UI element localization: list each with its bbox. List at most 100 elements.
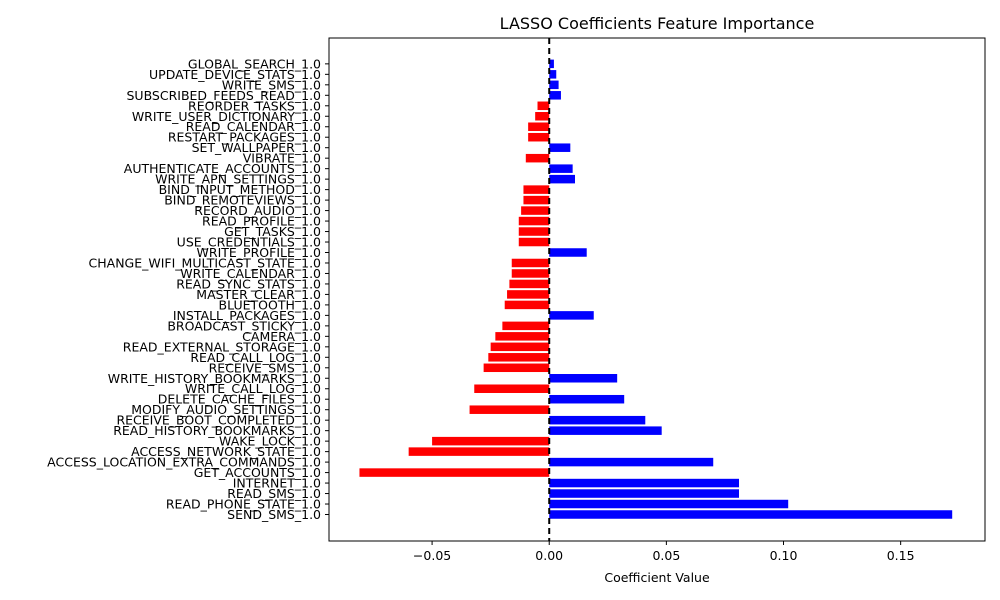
y-tick-label: DELETE_CACHE_FILES_1.0 bbox=[158, 392, 321, 407]
bar-global-search-1.0 bbox=[549, 59, 554, 69]
bar-broadcast-sticky-1.0 bbox=[502, 321, 550, 331]
bar-write-profile-1.0 bbox=[549, 248, 587, 257]
y-tick-label: READ_PHONE_STATE_1.0 bbox=[166, 497, 321, 512]
y-tick-label: VIBRATE_1.0 bbox=[243, 151, 321, 166]
y-tick-label: ACCESS_NETWORK_STATE_1.0 bbox=[131, 444, 321, 459]
bar-authenticate-accounts-1.0 bbox=[549, 164, 573, 173]
y-tick-labels: SEND_SMS_1.0READ_PHONE_STATE_1.0READ_SMS… bbox=[47, 56, 329, 522]
y-tick-label: BIND_REMOTEVIEWS_1.0 bbox=[164, 193, 321, 208]
bar-read-sync-stats-1.0 bbox=[509, 279, 550, 289]
bar-install-packages-1.0 bbox=[549, 311, 594, 320]
x-tick-label: 0.15 bbox=[887, 548, 915, 563]
y-tick-label: REORDER_TASKS_1.0 bbox=[188, 98, 321, 113]
y-tick-label: RECEIVE_BOOT_COMPLETED_1.0 bbox=[116, 413, 321, 428]
y-tick-label: MASTER_CLEAR_1.0 bbox=[196, 287, 321, 302]
y-tick-label: AUTHENTICATE_ACCOUNTS_1.0 bbox=[124, 161, 321, 176]
y-tick-label: WAKE_LOCK_1.0 bbox=[219, 434, 321, 449]
bar-camera-1.0 bbox=[495, 332, 550, 341]
y-tick-label: BROADCAST_STICKY_1.0 bbox=[167, 318, 321, 333]
bar-bind-remoteviews-1.0 bbox=[523, 195, 550, 205]
bar-access-network-state-1.0 bbox=[408, 447, 550, 456]
y-tick-label: ACCESS_LOCATION_EXTRA_COMMANDS_1.0 bbox=[47, 455, 321, 470]
y-tick-label: WRITE_APN_SETTINGS_1.0 bbox=[155, 172, 321, 187]
x-tick-label: −0.05 bbox=[413, 548, 451, 563]
y-tick-label: WRITE_USER_DICTIONARY_1.0 bbox=[132, 109, 321, 124]
y-tick-label: READ_SYNC_STATS_1.0 bbox=[176, 276, 321, 291]
bar-record-audio-1.0 bbox=[521, 206, 550, 215]
y-tick-label: INSTALL_PACKAGES_1.0 bbox=[173, 308, 321, 323]
bar-delete-cache-files-1.0 bbox=[549, 394, 625, 404]
bar-subscribed-feeds-read-1.0 bbox=[549, 91, 561, 100]
bar-vibrate-1.0 bbox=[525, 153, 550, 163]
y-tick-label: READ_HISTORY_BOOKMARKS_1.0 bbox=[113, 423, 321, 438]
bar-write-calendar-1.0 bbox=[511, 269, 550, 278]
x-tick-label: 0.00 bbox=[535, 548, 563, 563]
y-tick-label: USE_CREDENTIALS_1.0 bbox=[177, 235, 321, 250]
bar-internet-1.0 bbox=[549, 478, 739, 488]
x-tick-label: 0.10 bbox=[770, 548, 798, 563]
y-tick-label: SEND_SMS_1.0 bbox=[227, 507, 321, 522]
y-tick-label: BLUETOOTH_1.0 bbox=[219, 297, 321, 312]
bar-restart-packages-1.0 bbox=[528, 132, 550, 142]
y-tick-label: WRITE_HISTORY_BOOKMARKS_1.0 bbox=[108, 371, 321, 386]
bar-receive-sms-1.0 bbox=[483, 363, 550, 373]
y-tick-label: CAMERA_1.0 bbox=[242, 329, 321, 344]
y-tick-label: SUBSCRIBED_FEEDS_READ_1.0 bbox=[126, 88, 321, 103]
bar-access-location-extra-commands-1.0 bbox=[549, 457, 714, 467]
bar-read-phone-state-1.0 bbox=[549, 499, 789, 509]
y-tick-label: GET_ACCOUNTS_1.0 bbox=[194, 465, 321, 480]
y-tick-label: WRITE_CALENDAR_1.0 bbox=[180, 266, 321, 281]
x-axis-label: Coefficient Value bbox=[604, 570, 710, 585]
bar-write-call-log-1.0 bbox=[474, 384, 550, 393]
bar-get-accounts-1.0 bbox=[359, 468, 550, 477]
bar-write-sms-1.0 bbox=[549, 80, 559, 90]
bar-write-history-bookmarks-1.0 bbox=[549, 374, 618, 383]
y-tick-label: READ_CALENDAR_1.0 bbox=[186, 119, 321, 134]
y-tick-label: RESTART_PACKAGES_1.0 bbox=[168, 130, 321, 145]
y-tick-label: GET_TASKS_1.0 bbox=[224, 224, 321, 239]
y-tick-label: GLOBAL_SEARCH_1.0 bbox=[188, 56, 321, 71]
bar-send-sms-1.0 bbox=[549, 510, 953, 519]
y-tick-label: WRITE_CALL_LOG_1.0 bbox=[185, 381, 321, 396]
bar-read-sms-1.0 bbox=[549, 489, 739, 498]
y-tick-label: RECEIVE_SMS_1.0 bbox=[209, 360, 321, 375]
y-tick-label: RECORD_AUDIO_1.0 bbox=[194, 203, 321, 218]
bar-set-wallpaper-1.0 bbox=[549, 143, 571, 152]
bar-bluetooth-1.0 bbox=[504, 300, 550, 310]
y-tick-label: WRITE_PROFILE_1.0 bbox=[197, 245, 321, 260]
y-tick-label: READ_CALL_LOG_1.0 bbox=[190, 350, 321, 365]
bar-read-external-storage-1.0 bbox=[490, 342, 550, 352]
bar-write-apn-settings-1.0 bbox=[549, 174, 575, 184]
x-tick-labels: −0.05 0.00 0.05 0.10 0.15 bbox=[413, 541, 915, 563]
bar-get-tasks-1.0 bbox=[518, 227, 550, 236]
y-tick-label: CHANGE_WIFI_MULTICAST_STATE_1.0 bbox=[89, 255, 322, 270]
y-tick-label: UPDATE_DEVICE_STATS_1.0 bbox=[149, 67, 321, 82]
bar-series bbox=[359, 59, 953, 519]
bar-read-calendar-1.0 bbox=[528, 122, 550, 131]
bar-read-profile-1.0 bbox=[518, 216, 550, 226]
bar-write-user-dictionary-1.0 bbox=[535, 112, 550, 121]
bar-update-device-stats-1.0 bbox=[549, 70, 557, 79]
y-tick-label: READ_EXTERNAL_STORAGE_1.0 bbox=[123, 339, 321, 354]
bar-receive-boot-completed-1.0 bbox=[549, 415, 646, 425]
y-tick-label: SET_WALLPAPER_1.0 bbox=[192, 140, 321, 155]
y-tick-label: MODIFY_AUDIO_SETTINGS_1.0 bbox=[131, 402, 321, 417]
bar-modify-audio-settings-1.0 bbox=[469, 405, 550, 414]
y-tick-label: WRITE_SMS_1.0 bbox=[222, 77, 321, 92]
plot-frame bbox=[328, 37, 986, 542]
y-tick-label: READ_PROFILE_1.0 bbox=[202, 214, 321, 229]
chart-title: LASSO Coefficients Feature Importance bbox=[500, 14, 815, 33]
bar-read-call-log-1.0 bbox=[488, 353, 550, 362]
bar-reorder-tasks-1.0 bbox=[537, 101, 550, 111]
bar-wake-lock-1.0 bbox=[432, 436, 550, 446]
y-tick-label: READ_SMS_1.0 bbox=[227, 486, 321, 501]
bar-master-clear-1.0 bbox=[507, 290, 550, 299]
y-tick-label: BIND_INPUT_METHOD_1.0 bbox=[159, 182, 321, 197]
bar-read-history-bookmarks-1.0 bbox=[549, 426, 662, 435]
x-tick-label: 0.05 bbox=[652, 548, 680, 563]
bar-use-credentials-1.0 bbox=[518, 237, 550, 247]
y-tick-label: INTERNET_1.0 bbox=[233, 476, 321, 491]
bar-bind-input-method-1.0 bbox=[523, 185, 550, 194]
bar-change-wifi-multicast-state-1.0 bbox=[511, 258, 550, 268]
